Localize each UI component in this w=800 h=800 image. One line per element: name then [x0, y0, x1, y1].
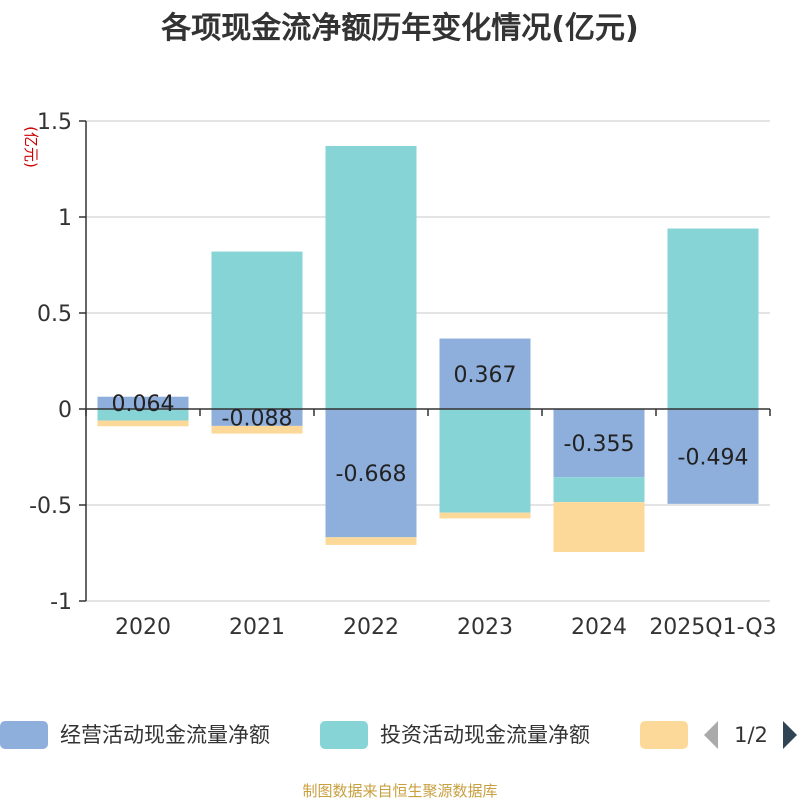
bar-2020-series-3: [97, 420, 189, 427]
y-tick-label: 1: [58, 206, 72, 231]
x-axis-ticks: 2020 2021 2022 2023 2024 2025Q1-Q3: [85, 409, 777, 640]
data-label: -0.668: [336, 462, 407, 487]
bars: [97, 145, 759, 553]
bar-2022-series-1: [325, 409, 417, 538]
data-label: -0.355: [564, 432, 635, 457]
grid-lines: [86, 120, 770, 602]
legend-prev-page-icon: [704, 721, 718, 749]
y-axis-ticks: -1 -0.5 0 0.5 1 1.5: [29, 110, 86, 615]
y-tick-label: 0.5: [37, 302, 72, 327]
bar-2022-series-2: [325, 145, 417, 409]
bar-2025Q1-Q3-series-1: [667, 409, 759, 504]
bar-2021-series-3: [211, 425, 303, 434]
chart-title: 各项现金流净额历年变化情况(亿元): [160, 11, 638, 46]
bar-2021-series-1: [211, 409, 303, 426]
data-label: 0.064: [112, 392, 175, 417]
bar-2023-series-1: [439, 338, 531, 409]
legend: 经营活动现金流量净额 投资活动现金流量净额 1/2: [0, 721, 797, 749]
x-tick-label: 2025Q1-Q3: [649, 615, 776, 640]
y-tick-label: -0.5: [29, 494, 72, 519]
y-tick-label: 1.5: [37, 110, 72, 135]
y-tick-label: -1: [50, 590, 72, 615]
legend-swatch-3: [640, 721, 688, 749]
bar-2024-series-1: [553, 409, 645, 478]
bar-2025Q1-Q3-series-2: [667, 228, 759, 409]
legend-next-page-icon: [783, 721, 797, 749]
bar-2023-series-3: [439, 512, 531, 519]
legend-label-1: 经营活动现金流量净额: [60, 723, 270, 747]
bar-2021-series-2: [211, 251, 303, 409]
x-tick-label: 2022: [343, 615, 399, 640]
bar-2024-series-3: [553, 502, 645, 553]
axes: [85, 121, 770, 601]
bar-2022-series-3: [325, 537, 417, 545]
data-label: -0.494: [678, 445, 749, 470]
legend-swatch-2: [320, 721, 368, 749]
y-tick-label: 0: [58, 398, 72, 423]
data-label: 0.367: [454, 363, 517, 388]
x-tick-label: 2020: [115, 615, 171, 640]
bar-2020-series-1: [97, 396, 189, 409]
x-tick-label: 2021: [229, 615, 285, 640]
x-tick-label: 2023: [457, 615, 513, 640]
data-label: -0.088: [222, 406, 293, 431]
bar-2024-series-2: [553, 477, 645, 503]
y-axis-label: (亿元): [22, 126, 40, 168]
source-note: 制图数据来自恒生聚源数据库: [302, 782, 497, 800]
data-labels: 0.064 -0.088 -0.668 0.367 -0.355 -0.494: [112, 363, 749, 487]
bar-2023-series-2: [439, 409, 531, 513]
x-tick-label: 2024: [571, 615, 627, 640]
legend-page-indicator: 1/2: [734, 723, 768, 747]
legend-swatch-1: [0, 721, 48, 749]
bar-2020-series-2: [97, 409, 189, 421]
legend-label-2: 投资活动现金流量净额: [380, 723, 590, 747]
